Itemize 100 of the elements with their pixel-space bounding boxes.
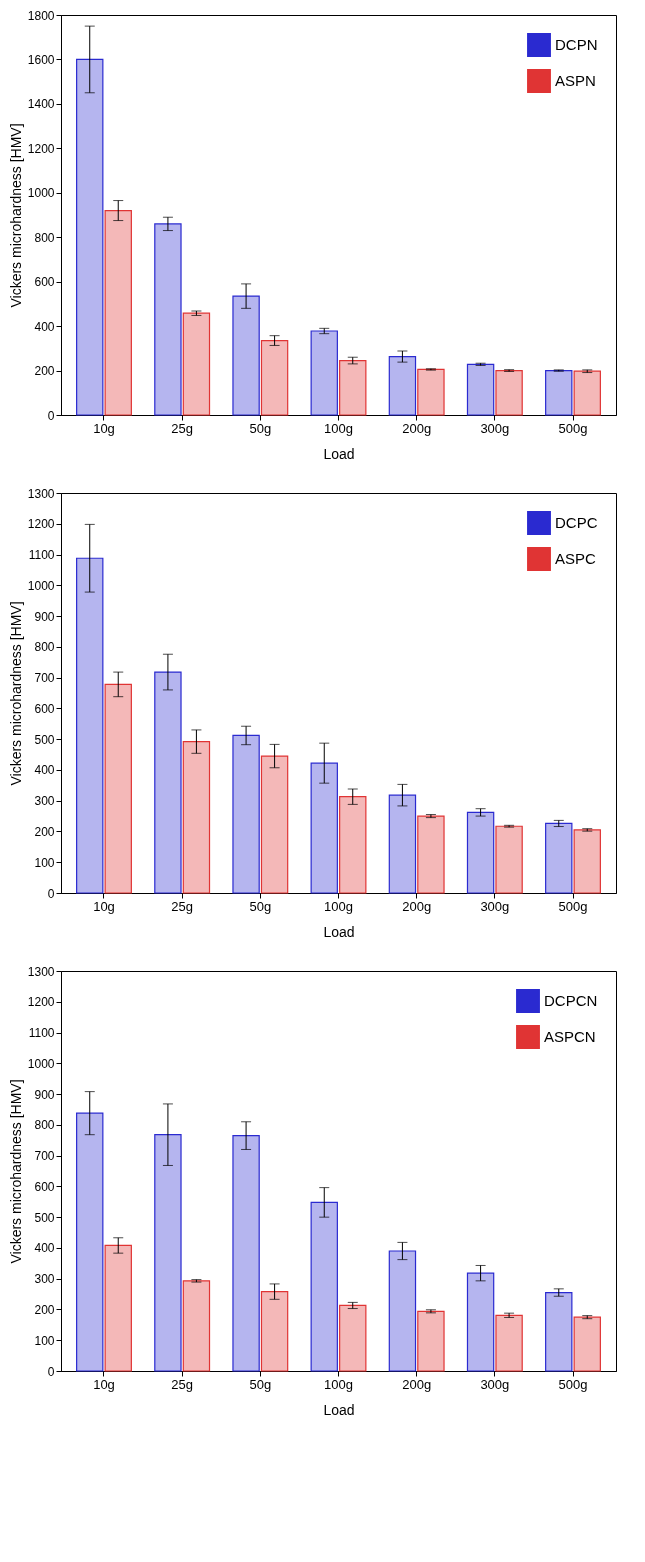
bar: [573, 1316, 601, 1372]
x-tick-label: 50g: [249, 420, 272, 436]
x-tick-label: 25g: [171, 898, 194, 914]
bar: [260, 755, 289, 894]
bar: [417, 368, 445, 416]
x-axis-title: Load: [323, 1401, 355, 1418]
x-tick-label: 300g: [480, 898, 510, 914]
bar: [182, 1280, 211, 1372]
bar: [417, 1310, 445, 1372]
y-tick-label: 100: [34, 855, 55, 870]
y-axis-title: Vickers microhardness [HMV]: [7, 123, 24, 308]
y-tick-label: 1200: [27, 141, 55, 156]
bar: [260, 339, 289, 416]
legend-label: ASPN: [555, 72, 596, 89]
y-tick-label: 1300: [27, 964, 55, 979]
bar: [310, 1201, 338, 1372]
x-tick-label: 300g: [480, 1376, 510, 1392]
legend-label: DCPCN: [544, 992, 598, 1009]
x-tick-label: 200g: [402, 898, 432, 914]
y-tick-label: 1100: [28, 548, 55, 563]
bar: [182, 741, 211, 894]
x-tick-label: 200g: [402, 420, 432, 436]
x-tick-label: 300g: [480, 420, 510, 436]
y-tick-label: 1300: [27, 486, 55, 501]
y-tick-label: 900: [34, 1087, 55, 1102]
y-tick-label: 0: [47, 1364, 55, 1379]
bar: [339, 796, 367, 894]
y-tick-label: 1000: [27, 1056, 55, 1071]
bar: [182, 312, 211, 416]
bar: [232, 295, 260, 416]
y-tick-label: 600: [34, 1179, 55, 1194]
bar: [495, 1314, 523, 1372]
bar: [388, 1250, 417, 1372]
y-tick-label: 800: [34, 1118, 55, 1133]
bar: [417, 815, 445, 894]
x-tick-label: 500g: [558, 898, 588, 914]
y-axis-title: Vickers microhardness [HMV]: [7, 1079, 24, 1264]
bar: [339, 359, 367, 416]
bar: [154, 1134, 182, 1372]
x-axis-title: Load: [323, 923, 355, 940]
y-tick-label: 900: [34, 609, 55, 624]
y-tick-label: 300: [34, 1272, 55, 1287]
y-tick-label: 100: [34, 1333, 55, 1348]
bar: [104, 1244, 132, 1372]
x-tick-label: 50g: [249, 898, 272, 914]
y-tick-label: 1200: [27, 995, 55, 1010]
legend-label: ASPC: [555, 550, 597, 567]
bar: [466, 363, 495, 416]
x-tick-label: 100g: [324, 1376, 353, 1392]
y-tick-label: 700: [34, 671, 55, 686]
x-tick-label: 25g: [171, 1376, 194, 1392]
x-tick-label: 10g: [93, 1376, 115, 1392]
bar: [104, 683, 132, 894]
bar: [495, 369, 523, 416]
y-tick-label: 1100: [28, 1026, 55, 1041]
y-tick-label: 1000: [27, 186, 55, 201]
legend-label: DCPC: [555, 514, 598, 531]
x-axis-title: Load: [323, 445, 355, 462]
y-tick-label: 400: [34, 319, 55, 334]
y-tick-label: 200: [34, 824, 55, 839]
x-tick-label: 200g: [402, 1376, 432, 1392]
bar: [232, 734, 260, 894]
y-tick-label: 700: [34, 1149, 55, 1164]
y-tick-label: 0: [47, 886, 55, 901]
bar: [388, 794, 417, 894]
x-tick-label: 100g: [324, 898, 353, 914]
y-tick-label: 400: [34, 763, 55, 778]
y-tick-label: 1600: [27, 52, 55, 67]
bar: [104, 209, 132, 416]
y-tick-label: 300: [34, 794, 55, 809]
legend-label: DCPN: [555, 36, 598, 53]
bar: [310, 330, 338, 416]
bar: [573, 829, 601, 894]
bar: [310, 762, 338, 894]
legend-label: ASPCN: [544, 1028, 596, 1045]
bar: [388, 355, 417, 416]
y-tick-label: 500: [34, 732, 55, 747]
x-tick-label: 25g: [171, 420, 194, 436]
bar: [466, 811, 495, 894]
bar: [545, 1291, 573, 1372]
bar: [154, 671, 182, 894]
x-tick-label: 10g: [93, 420, 115, 436]
bar: [260, 1291, 289, 1372]
y-tick-label: 0: [47, 408, 55, 423]
y-tick-label: 500: [34, 1210, 55, 1225]
y-tick-label: 800: [34, 640, 55, 655]
bar: [545, 822, 573, 894]
x-tick-label: 10g: [93, 898, 115, 914]
y-tick-label: 200: [34, 364, 55, 379]
bar: [76, 557, 104, 894]
y-tick-label: 1200: [27, 517, 55, 532]
bar: [495, 825, 523, 894]
bar: [573, 370, 601, 416]
y-tick-label: 800: [34, 230, 55, 245]
y-tick-label: 1000: [27, 578, 55, 593]
x-tick-label: 100g: [324, 420, 353, 436]
bar: [154, 223, 182, 416]
x-tick-label: 500g: [558, 1376, 588, 1392]
bar: [76, 1112, 104, 1372]
y-tick-label: 1400: [27, 97, 55, 112]
